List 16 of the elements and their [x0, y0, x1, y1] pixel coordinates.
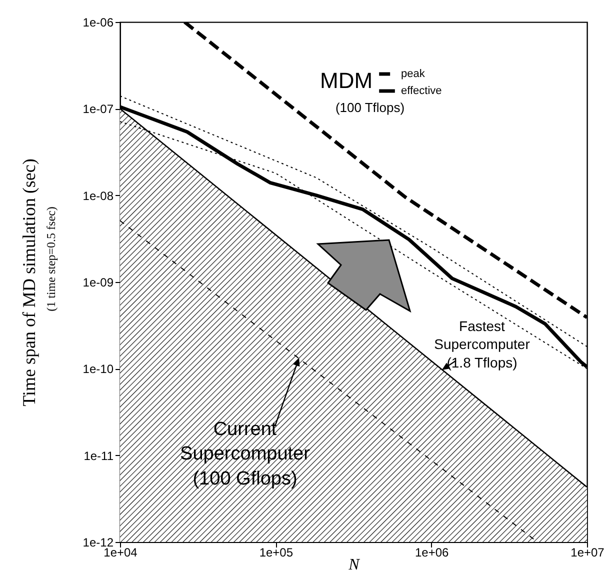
y-tick-label: 1e-09 [82, 276, 114, 290]
y-tick-label: 1e-11 [84, 448, 114, 463]
y-tick-label: 1e-07 [82, 102, 114, 116]
x-axis-title: N [348, 556, 361, 574]
x-tick-label: 1e+06 [414, 546, 450, 560]
y-axis-title: Time span of MD simulation (sec) [18, 158, 39, 406]
legend-title: MDM [320, 68, 373, 93]
y-tick-label: 1e-06 [82, 16, 114, 30]
y-tick-label: 1e-08 [82, 188, 114, 203]
legend-label: effective [401, 85, 442, 97]
y-tick-label: 1e-10 [82, 362, 114, 376]
text: (1 time step=0.5 fsec) [44, 206, 58, 312]
legend-label: peak [401, 68, 426, 80]
x-tick-label: 1e+05 [259, 546, 294, 560]
x-tick-label: 1e+07 [570, 546, 605, 560]
annotation: (100 Tflops) [335, 100, 405, 115]
